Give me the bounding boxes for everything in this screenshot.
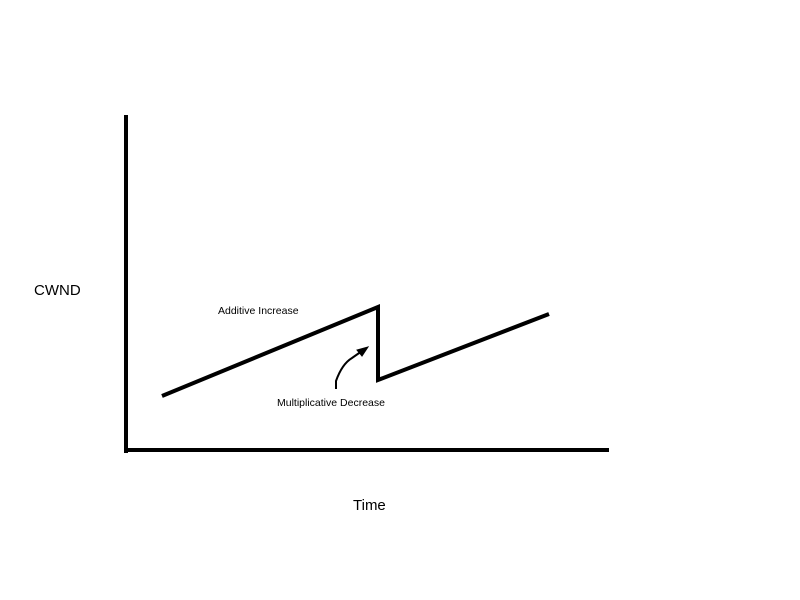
decrease-pointer-arrow <box>335 350 363 389</box>
arrowhead-icon <box>356 346 370 357</box>
y-axis-label: CWND <box>34 282 81 299</box>
multiplicative-decrease-label: Multiplicative Decrease <box>277 397 385 409</box>
additive-increase-label: Additive Increase <box>218 305 299 317</box>
x-axis-label: Time <box>353 497 386 514</box>
cwnd-sawtooth-line <box>161 304 550 398</box>
